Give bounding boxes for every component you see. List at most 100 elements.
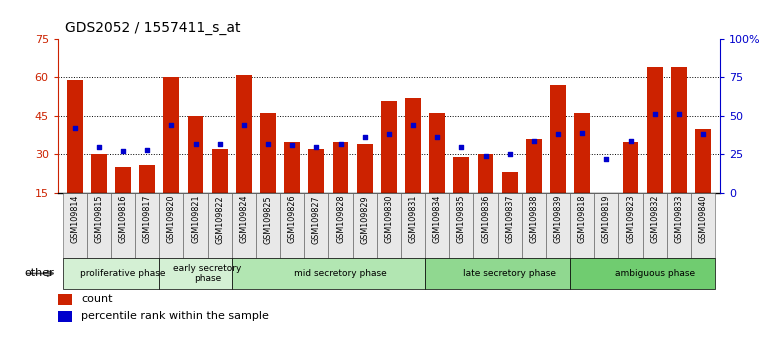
Point <box>166 122 178 128</box>
Bar <box>430 113 445 193</box>
Bar <box>91 154 107 193</box>
Bar <box>425 258 570 289</box>
Bar <box>280 193 304 258</box>
Text: GSM109815: GSM109815 <box>95 195 103 244</box>
Bar <box>449 193 474 258</box>
Bar <box>208 193 232 258</box>
Bar <box>58 311 72 322</box>
Point <box>92 144 105 149</box>
Point <box>262 141 274 147</box>
Text: early secretory
phase: early secretory phase <box>173 264 242 283</box>
Bar <box>594 193 618 258</box>
Bar <box>87 193 111 258</box>
Point <box>673 112 685 117</box>
Text: GSM109839: GSM109839 <box>554 195 563 244</box>
Bar <box>405 98 421 193</box>
Bar <box>526 139 542 193</box>
Text: GSM109816: GSM109816 <box>119 195 128 243</box>
Bar <box>183 193 208 258</box>
Point <box>189 141 202 147</box>
Bar <box>163 78 179 193</box>
Bar <box>232 258 425 289</box>
Point <box>480 153 492 159</box>
Text: mid secretory phase: mid secretory phase <box>294 269 387 278</box>
Text: GSM109828: GSM109828 <box>336 195 345 244</box>
Point <box>600 156 612 162</box>
Bar <box>671 67 687 193</box>
Text: count: count <box>81 295 112 304</box>
Text: GSM109829: GSM109829 <box>360 195 369 244</box>
Point <box>359 135 371 140</box>
Point <box>527 138 540 143</box>
Bar <box>232 193 256 258</box>
Text: GSM109818: GSM109818 <box>578 195 587 243</box>
Bar <box>111 193 135 258</box>
Point <box>334 141 346 147</box>
Point <box>504 152 516 157</box>
Text: GDS2052 / 1557411_s_at: GDS2052 / 1557411_s_at <box>65 21 241 35</box>
Bar <box>695 129 711 193</box>
Bar <box>188 116 203 193</box>
Text: GSM109827: GSM109827 <box>312 195 321 244</box>
Text: GSM109825: GSM109825 <box>263 195 273 244</box>
Point <box>624 138 637 143</box>
Text: percentile rank within the sample: percentile rank within the sample <box>81 312 269 321</box>
Bar <box>667 193 691 258</box>
Text: GSM109838: GSM109838 <box>529 195 538 243</box>
Point <box>697 132 709 137</box>
Bar <box>256 193 280 258</box>
Point <box>286 142 298 148</box>
Text: GSM109822: GSM109822 <box>215 195 224 244</box>
Text: GSM109819: GSM109819 <box>602 195 611 244</box>
Bar <box>353 193 377 258</box>
Bar <box>502 172 517 193</box>
Text: GSM109836: GSM109836 <box>481 195 490 243</box>
Bar <box>62 193 87 258</box>
Text: GSM109817: GSM109817 <box>142 195 152 244</box>
Point <box>407 122 419 128</box>
Bar <box>135 193 159 258</box>
Point <box>648 112 661 117</box>
Bar <box>139 165 155 193</box>
Bar <box>377 193 401 258</box>
Bar <box>236 75 252 193</box>
Bar <box>574 113 590 193</box>
Text: GSM109840: GSM109840 <box>698 195 708 243</box>
Text: GSM109837: GSM109837 <box>505 195 514 244</box>
Bar <box>62 258 159 289</box>
Bar <box>570 193 594 258</box>
Point <box>383 132 395 137</box>
Bar <box>58 294 72 305</box>
Bar <box>329 193 353 258</box>
Text: GSM109833: GSM109833 <box>675 195 683 243</box>
Text: proliferative phase: proliferative phase <box>80 269 166 278</box>
Bar <box>309 149 324 193</box>
Text: GSM109835: GSM109835 <box>457 195 466 244</box>
Point <box>576 130 588 136</box>
Bar <box>159 258 232 289</box>
Text: GSM109820: GSM109820 <box>167 195 176 244</box>
Point <box>455 144 467 149</box>
Bar <box>691 193 715 258</box>
Point <box>69 125 81 131</box>
Text: GSM109821: GSM109821 <box>191 195 200 244</box>
Bar <box>284 142 300 193</box>
Text: GSM109814: GSM109814 <box>70 195 79 243</box>
Point <box>310 144 323 149</box>
Bar <box>159 193 183 258</box>
Point <box>213 141 226 147</box>
Text: GSM109831: GSM109831 <box>409 195 417 243</box>
Bar <box>477 154 494 193</box>
Point <box>117 149 129 154</box>
Bar <box>551 85 566 193</box>
Bar <box>497 193 522 258</box>
Bar <box>474 193 497 258</box>
Text: GSM109824: GSM109824 <box>239 195 249 244</box>
Bar <box>570 258 715 289</box>
Bar <box>116 167 131 193</box>
Bar <box>67 80 82 193</box>
Bar <box>546 193 570 258</box>
Text: ambiguous phase: ambiguous phase <box>614 269 695 278</box>
Bar <box>618 193 643 258</box>
Bar <box>623 142 638 193</box>
